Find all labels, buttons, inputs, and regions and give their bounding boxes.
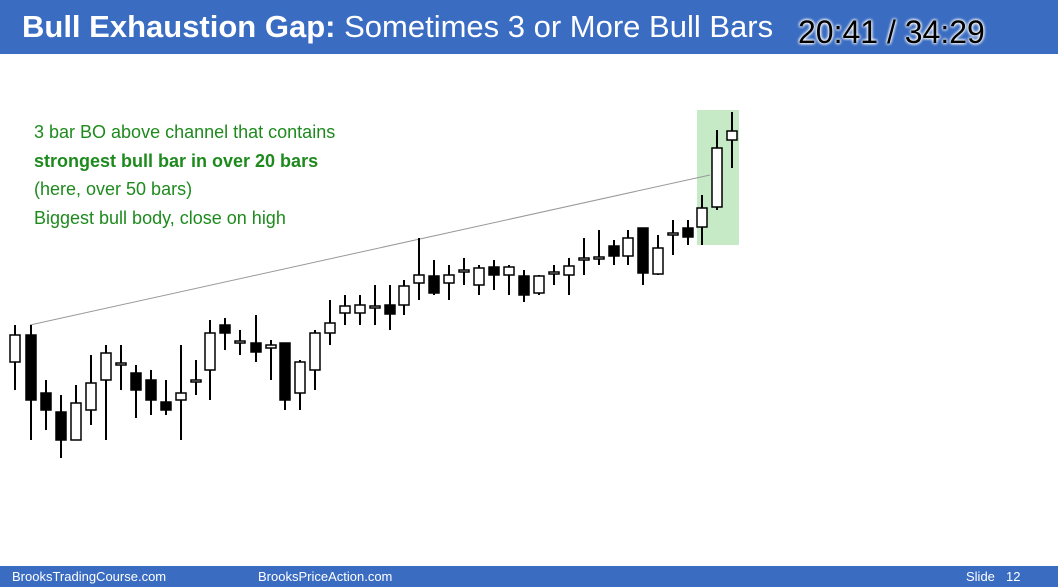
candle-body — [443, 274, 455, 284]
candle-body — [115, 362, 127, 366]
candle-body — [622, 237, 634, 257]
candle-body — [294, 361, 306, 394]
candle-body — [711, 147, 723, 208]
annotation: 3 bar BO above channel that contains str… — [34, 118, 335, 232]
candle-body — [473, 267, 485, 286]
candle-body — [204, 332, 216, 371]
candle-body — [682, 227, 694, 238]
candle-body — [384, 304, 396, 315]
candle-body — [533, 275, 545, 294]
candle-body — [667, 232, 679, 236]
candle-body — [130, 372, 142, 391]
channel-line — [29, 174, 711, 326]
candle-body — [40, 392, 52, 411]
footer-left: BrooksTradingCourse.com — [12, 569, 167, 584]
candle-body — [339, 305, 351, 314]
candle-body — [488, 266, 500, 276]
candle-body — [652, 247, 664, 275]
candle-body — [398, 285, 410, 306]
candle-body — [85, 382, 97, 411]
video-timer: 20:41 / 34:29 — [798, 14, 985, 50]
candle-body — [518, 275, 530, 296]
candle-body — [354, 304, 366, 314]
footer: BrooksTradingCourse.com BrooksPriceActio… — [0, 566, 1058, 587]
candle-body — [458, 269, 470, 273]
candle-body — [219, 324, 231, 334]
candle-body — [250, 342, 262, 353]
candle-body — [9, 334, 21, 363]
candle-chart — [9, 110, 739, 458]
candle-body — [160, 401, 172, 411]
title-bold: Bull Exhaustion Gap: — [22, 9, 336, 44]
note-line: (here, over 50 bars) — [34, 179, 193, 199]
candle-body — [593, 256, 605, 260]
title-rest: Sometimes 3 or More Bull Bars — [344, 9, 774, 44]
candle-body — [234, 340, 246, 344]
candle-body — [578, 257, 590, 261]
candle-body — [413, 274, 425, 284]
header: Bull Exhaustion Gap: Sometimes 3 or More… — [0, 0, 1058, 54]
slide-label: Slide — [966, 569, 995, 584]
candle-body — [637, 227, 649, 274]
candle-body — [175, 392, 187, 401]
candle-body — [25, 334, 37, 401]
candle-body — [369, 305, 381, 309]
candle-body — [608, 245, 620, 257]
note-line: 3 bar BO above channel that contains — [34, 122, 336, 142]
candle-body — [279, 342, 291, 401]
candle-body — [100, 352, 112, 381]
slide-number: 12 — [1006, 569, 1021, 584]
note-line: strongest bull bar in over 20 bars — [34, 150, 319, 171]
candle-body — [563, 265, 575, 276]
candle-body — [265, 344, 277, 349]
candle-body — [726, 130, 738, 141]
candle-body — [309, 332, 321, 371]
candle-body — [324, 322, 336, 334]
candle-body — [503, 266, 515, 276]
note-line: Biggest bull body, close on high — [34, 207, 286, 228]
candle-body — [548, 271, 560, 275]
candle-body — [55, 411, 67, 441]
candle-body — [70, 402, 82, 441]
candle-body — [190, 379, 202, 383]
candle-body — [145, 379, 157, 401]
candle-body — [428, 275, 440, 294]
footer-middle: BrooksPriceAction.com — [258, 569, 393, 584]
candle-body — [696, 207, 708, 228]
